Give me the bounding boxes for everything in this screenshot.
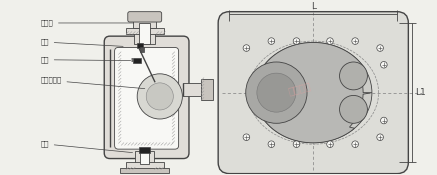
Circle shape <box>327 38 333 44</box>
FancyBboxPatch shape <box>114 47 179 149</box>
Circle shape <box>352 38 358 44</box>
Text: 排气口: 排气口 <box>40 20 133 26</box>
Bar <box>137 43 143 48</box>
Circle shape <box>340 95 368 123</box>
Bar <box>126 28 163 34</box>
Text: I: I <box>130 58 133 63</box>
Bar <box>126 162 163 170</box>
Circle shape <box>327 141 333 148</box>
Bar <box>120 168 169 173</box>
FancyBboxPatch shape <box>218 12 408 174</box>
Text: 兰州阀门: 兰州阀门 <box>287 80 312 96</box>
Bar <box>139 23 150 44</box>
Text: 阀体: 阀体 <box>40 140 132 153</box>
Text: L1: L1 <box>415 88 426 97</box>
Circle shape <box>268 141 274 148</box>
Circle shape <box>293 141 300 148</box>
Circle shape <box>137 74 182 119</box>
Circle shape <box>243 45 250 51</box>
Circle shape <box>268 38 274 44</box>
Bar <box>201 79 212 100</box>
Circle shape <box>377 45 383 51</box>
Bar <box>140 47 144 52</box>
Circle shape <box>257 73 296 112</box>
Circle shape <box>381 117 387 124</box>
Circle shape <box>352 141 358 148</box>
Circle shape <box>381 61 387 68</box>
Text: 杆杆: 杆杆 <box>40 56 131 63</box>
Circle shape <box>340 62 368 90</box>
Ellipse shape <box>255 43 372 143</box>
Text: 阀膜: 阀膜 <box>40 38 123 46</box>
FancyBboxPatch shape <box>104 36 189 159</box>
Bar <box>184 83 204 96</box>
Polygon shape <box>255 43 372 143</box>
Circle shape <box>377 134 383 141</box>
FancyBboxPatch shape <box>128 12 162 22</box>
Bar <box>135 151 154 164</box>
Circle shape <box>246 62 307 123</box>
Text: 不锈钢浮球: 不锈钢浮球 <box>40 76 145 89</box>
Bar <box>134 32 155 44</box>
Bar <box>139 147 150 153</box>
Circle shape <box>293 38 300 44</box>
Bar <box>133 58 141 62</box>
Circle shape <box>243 134 250 141</box>
Text: L: L <box>311 2 316 11</box>
Bar <box>140 151 149 164</box>
Circle shape <box>146 83 173 110</box>
Bar <box>133 18 156 28</box>
